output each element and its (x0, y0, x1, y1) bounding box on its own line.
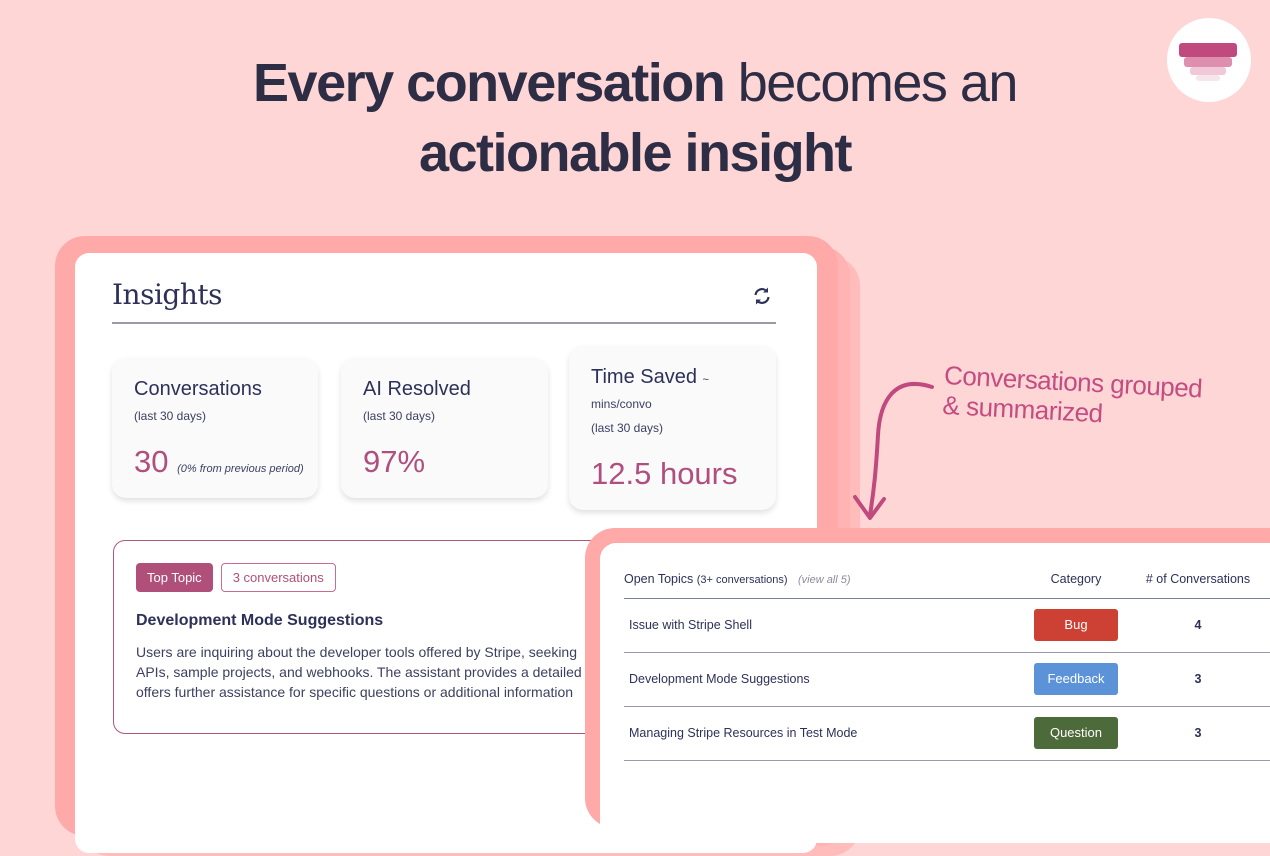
topic-summary-line: Users are inquiring about the developer … (136, 644, 578, 660)
annotation: Conversations grouped & summarized (942, 360, 1203, 433)
stat-value: 12.5 hours (591, 456, 738, 491)
stat-card-time-saved: Time Saved ~ mins/convo (last 30 days) 1… (569, 346, 776, 510)
stat-sub: mins/convo (591, 397, 652, 411)
hero-rest: becomes an (724, 53, 1019, 113)
open-topics-table: Open Topics (3+ conversations) (view all… (624, 560, 1270, 761)
stat-card-ai-resolved: AI Resolved (last 30 days) 97% (341, 358, 548, 498)
column-header-category: Category (1014, 560, 1138, 599)
stat-sub: (last 30 days) (134, 409, 207, 423)
stat-sub: (last 30 days) (363, 409, 436, 423)
stat-value: 97% (363, 444, 426, 479)
table-row[interactable]: Development Mode Suggestions Feedback 3 (624, 652, 1270, 707)
stat-label-suffix: ~ (702, 374, 709, 386)
topic-summary-line: APIs, sample projects, and webhooks. The… (136, 664, 589, 680)
curved-arrow-icon (853, 381, 934, 520)
conversation-count: 3 (1138, 706, 1258, 761)
category-badge: Bug (1034, 609, 1118, 641)
hero-bold-2: actionable insight (418, 123, 853, 183)
category-badge: Question (1034, 717, 1118, 749)
hero-line-2: actionable insight (0, 122, 1270, 184)
divider (112, 322, 776, 324)
conversation-count: 4 (1138, 598, 1258, 653)
top-topic-card: Top Topic 3 conversations Development Mod… (113, 540, 633, 734)
stat-label: Conversations (134, 378, 262, 400)
hero-line-1: Every conversation becomes an (0, 52, 1270, 114)
hero-bold: Every conversation (253, 53, 726, 113)
refresh-icon[interactable] (752, 286, 772, 306)
view-all-link[interactable]: (view all 5) (797, 573, 851, 586)
conversation-count-badge: 3 conversations (220, 563, 336, 592)
stat-value: 30 (134, 444, 169, 479)
table-title: Open Topics (624, 571, 694, 586)
stat-label: AI Resolved (363, 378, 471, 400)
topic-name: Managing Stripe Resources in Test Mode (624, 706, 1014, 761)
table-title-qualifier: (3+ conversations) (696, 573, 788, 586)
topic-name: Issue with Stripe Shell (624, 598, 1014, 653)
conversation-count: 3 (1138, 652, 1258, 707)
stat-sub-2: (last 30 days) (591, 421, 664, 435)
column-header-count: # of Conversations (1138, 560, 1258, 599)
page-title: Insights (112, 278, 223, 311)
stat-card-conversations: Conversations (last 30 days) 30 (0% from… (112, 358, 318, 498)
stat-label: Time Saved (591, 366, 697, 388)
stat-note: (0% from previous period) (177, 463, 304, 475)
topic-summary-line: offers further assistance for specific q… (136, 684, 574, 700)
topic-name: Development Mode Suggestions (624, 652, 1014, 707)
table-row[interactable]: Managing Stripe Resources in Test Mode Q… (624, 706, 1270, 761)
top-topic-badge: Top Topic (136, 563, 213, 592)
topic-title: Development Mode Suggestions (136, 612, 384, 629)
logo (1167, 18, 1251, 102)
table-row[interactable]: Issue with Stripe Shell Bug 4 (624, 598, 1270, 653)
category-badge: Feedback (1034, 663, 1118, 695)
